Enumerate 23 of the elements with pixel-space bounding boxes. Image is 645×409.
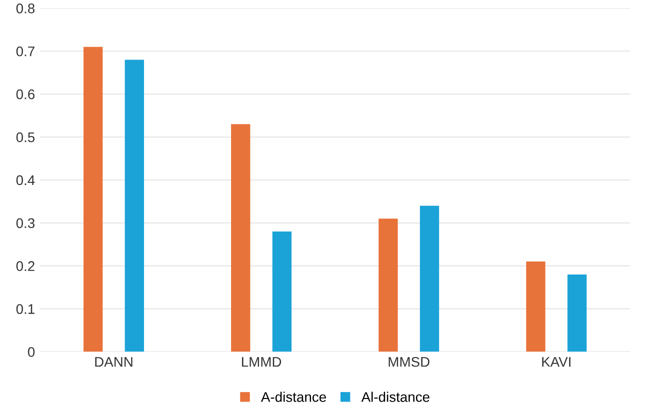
y-tick-label: 0.2 [16,261,34,272]
bar [420,206,440,352]
bar [378,218,398,352]
y-tick-label: 0.3 [16,218,35,228]
legend-label: Al-distance [361,392,430,402]
x-tick-label: KAVI [542,357,570,367]
y-tick-label: 0.1 [16,304,34,314]
bar [84,46,103,352]
bar [231,124,250,352]
y-tick-label: 0.6 [16,89,35,100]
y-tick-label: 0.7 [16,46,34,56]
bar [526,262,546,352]
y-tick-label: 0.8 [16,4,35,14]
x-tick-label: MMSD [388,356,430,367]
bar [272,231,292,352]
x-tick-label: LMMD [242,357,282,367]
bar [124,60,144,352]
y-tick-label: 0.4 [16,175,35,186]
bar [567,274,587,352]
x-tick-label: DANN [95,357,132,367]
y-tick-label: 0 [28,347,35,357]
y-tick-label: 0.5 [16,132,35,142]
legend-label: A-distance [261,392,326,402]
